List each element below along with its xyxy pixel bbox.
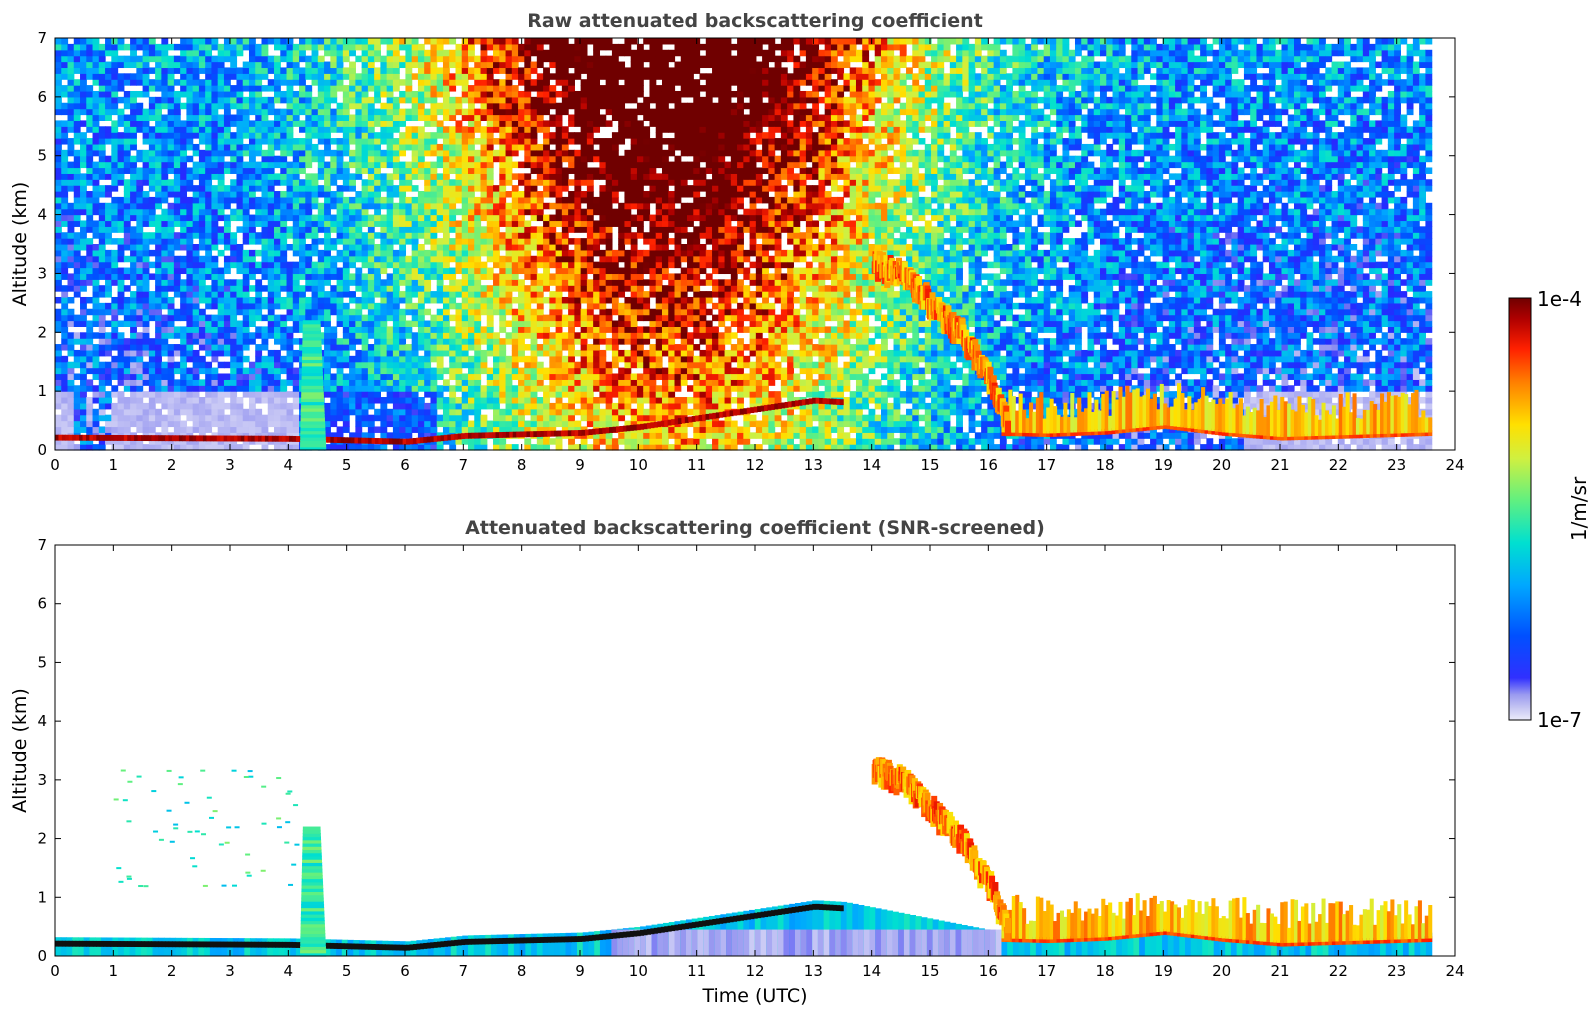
colorbar-gradient — [1508, 297, 1532, 721]
x-tick-label: 21 — [1270, 456, 1289, 474]
x-tick-label: 7 — [459, 456, 469, 474]
x-tick-label: 11 — [687, 962, 706, 980]
x-tick-label: 14 — [862, 456, 881, 474]
y-tick-label: 5 — [37, 147, 47, 165]
x-tick-label: 16 — [979, 962, 998, 980]
plume — [300, 320, 327, 451]
x-tick-label: 13 — [804, 456, 823, 474]
x-tick-label: 4 — [284, 456, 294, 474]
x-tick-label: 5 — [342, 962, 352, 980]
x-tick-label: 15 — [920, 962, 939, 980]
y-tick-label: 7 — [37, 29, 47, 47]
x-tick-label: 6 — [400, 456, 410, 474]
x-tick-label: 18 — [1095, 456, 1114, 474]
x-tick-label: 17 — [1037, 456, 1056, 474]
y-axis-label: Altitude (km) — [9, 182, 31, 307]
x-tick-label: 9 — [575, 962, 585, 980]
x-tick-label: 8 — [517, 962, 527, 980]
x-tick-label: 2 — [167, 456, 177, 474]
plume — [300, 826, 327, 957]
x-tick-label: 20 — [1212, 962, 1231, 980]
x-tick-label: 21 — [1270, 962, 1289, 980]
colorbar-units-label: 1/m/sr — [1567, 476, 1591, 541]
x-tick-label: 14 — [862, 962, 881, 980]
panel-title: Raw attenuated backscattering coefficien… — [527, 10, 983, 32]
screened-backscatter-panel: Attenuated backscattering coefficient (S… — [9, 517, 1465, 1007]
y-tick-label: 3 — [37, 264, 47, 282]
y-tick-label: 0 — [37, 441, 47, 459]
y-tick-label: 3 — [37, 771, 47, 789]
x-tick-label: 1 — [109, 962, 119, 980]
falling-layer — [871, 248, 1011, 437]
x-tick-label: 10 — [629, 456, 648, 474]
x-tick-label: 24 — [1445, 962, 1464, 980]
heatmap-field — [55, 769, 1433, 956]
panel-title: Attenuated backscattering coefficient (S… — [465, 517, 1045, 539]
y-axis-label: Altitude (km) — [9, 688, 31, 813]
falling-layer — [871, 757, 1011, 941]
x-tick-label: 3 — [225, 456, 235, 474]
x-tick-label: 10 — [629, 962, 648, 980]
y-tick-label: 2 — [37, 323, 47, 341]
x-tick-label: 23 — [1387, 456, 1406, 474]
x-tick-label: 0 — [50, 962, 60, 980]
x-tick-label: 12 — [745, 962, 764, 980]
x-tick-label: 19 — [1154, 962, 1173, 980]
x-tick-label: 4 — [284, 962, 294, 980]
x-tick-label: 11 — [687, 456, 706, 474]
y-tick-label: 0 — [37, 947, 47, 965]
x-tick-label: 6 — [400, 962, 410, 980]
x-tick-label: 22 — [1329, 456, 1348, 474]
x-tick-label: 22 — [1329, 962, 1348, 980]
x-tick-label: 20 — [1212, 456, 1231, 474]
x-tick-label: 16 — [979, 456, 998, 474]
x-tick-label: 23 — [1387, 962, 1406, 980]
x-tick-label: 18 — [1095, 962, 1114, 980]
x-axis-label: Time (UTC) — [701, 985, 807, 1007]
colorbar-min-label: 1e-7 — [1537, 708, 1582, 732]
plot-frame — [54, 544, 1456, 957]
y-tick-label: 7 — [37, 536, 47, 554]
x-tick-label: 12 — [745, 456, 764, 474]
x-tick-label: 9 — [575, 456, 585, 474]
y-tick-label: 6 — [37, 88, 47, 106]
y-tick-label: 2 — [37, 830, 47, 848]
x-tick-label: 7 — [459, 962, 469, 980]
x-tick-label: 19 — [1154, 456, 1173, 474]
x-tick-label: 1 — [109, 456, 119, 474]
heatmap-field — [55, 38, 1433, 451]
x-tick-label: 2 — [167, 962, 177, 980]
y-tick-label: 6 — [37, 595, 47, 613]
x-tick-label: 5 — [342, 456, 352, 474]
raw-backscatter-panel: Raw attenuated backscattering coefficien… — [9, 10, 1465, 474]
y-tick-label: 1 — [37, 888, 47, 906]
y-tick-label: 5 — [37, 653, 47, 671]
x-tick-label: 3 — [225, 962, 235, 980]
y-tick-label: 4 — [37, 206, 47, 224]
x-tick-label: 17 — [1037, 962, 1056, 980]
y-tick-label: 1 — [37, 382, 47, 400]
x-tick-label: 0 — [50, 456, 60, 474]
colorbar: 1e-4 1e-7 1/m/sr — [1508, 287, 1591, 732]
y-tick-label: 4 — [37, 712, 47, 730]
x-tick-label: 13 — [804, 962, 823, 980]
x-tick-label: 8 — [517, 456, 527, 474]
x-tick-label: 15 — [920, 456, 939, 474]
x-tick-label: 24 — [1445, 456, 1464, 474]
colorbar-max-label: 1e-4 — [1537, 287, 1582, 311]
